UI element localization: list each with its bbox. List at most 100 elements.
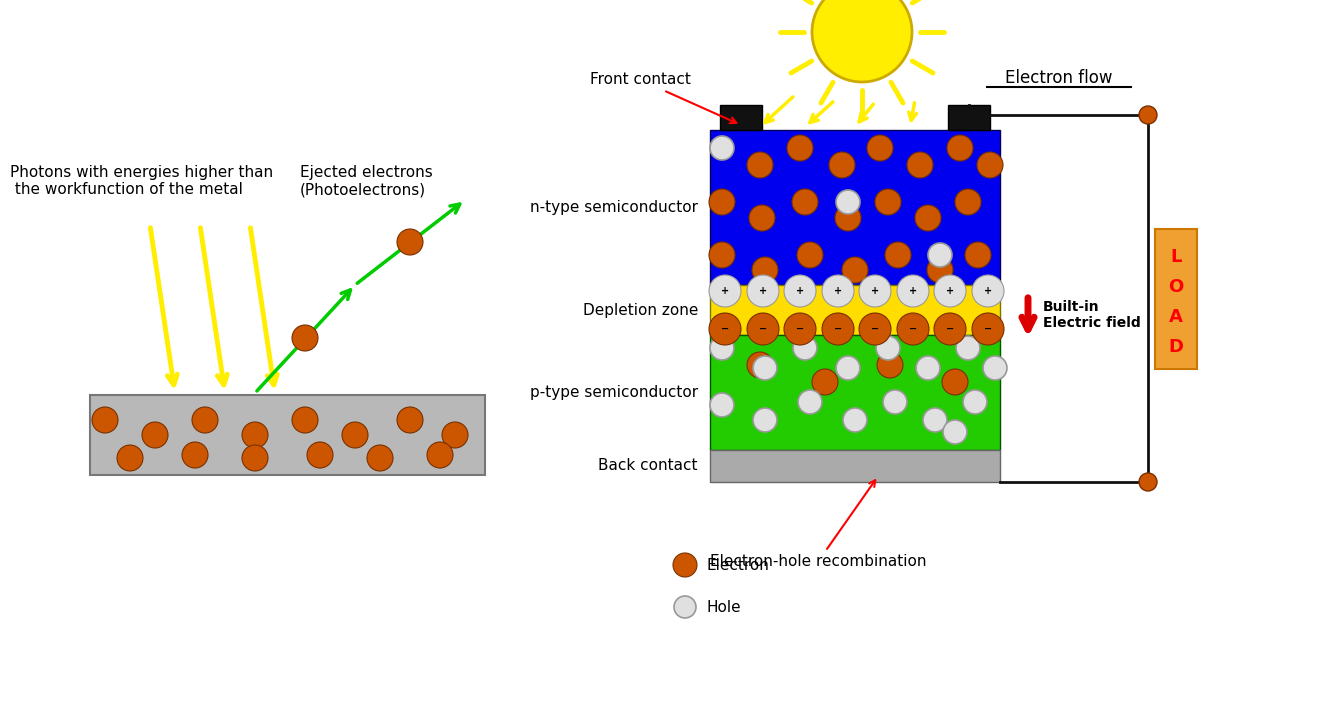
Text: n-type semiconductor: n-type semiconductor [529, 200, 698, 215]
Circle shape [965, 242, 990, 268]
Circle shape [710, 393, 734, 417]
Circle shape [192, 407, 219, 433]
Circle shape [292, 325, 317, 351]
Circle shape [798, 390, 822, 414]
Text: +: + [946, 286, 954, 296]
Circle shape [874, 189, 901, 215]
Circle shape [747, 352, 773, 378]
Circle shape [753, 408, 777, 432]
Circle shape [443, 422, 468, 448]
Bar [90, 395, 485, 475]
Circle shape [793, 336, 817, 360]
Text: Electron: Electron [707, 557, 770, 572]
Circle shape [709, 313, 741, 345]
Circle shape [877, 352, 903, 378]
Text: Electron flow: Electron flow [1005, 69, 1113, 87]
Circle shape [242, 445, 267, 471]
Circle shape [747, 275, 778, 307]
Circle shape [747, 313, 778, 345]
Circle shape [934, 275, 965, 307]
Circle shape [427, 442, 453, 468]
Text: Hole: Hole [707, 600, 741, 614]
Text: −: − [759, 324, 766, 334]
Circle shape [307, 442, 333, 468]
Circle shape [822, 275, 853, 307]
Bar [720, 105, 763, 130]
Circle shape [1139, 473, 1158, 491]
Circle shape [842, 257, 868, 283]
Circle shape [117, 445, 144, 471]
Circle shape [709, 275, 741, 307]
Circle shape [710, 136, 734, 160]
Circle shape [753, 356, 777, 380]
Circle shape [915, 205, 942, 231]
Text: +: + [871, 286, 878, 296]
Text: −: − [946, 324, 954, 334]
Circle shape [813, 0, 911, 82]
Circle shape [1139, 106, 1158, 124]
Circle shape [709, 242, 735, 268]
Text: Electron-hole recombination: Electron-hole recombination [710, 480, 926, 569]
Text: −: − [909, 324, 917, 334]
Text: −: − [984, 324, 992, 334]
Text: A: A [1169, 307, 1183, 325]
Circle shape [934, 313, 965, 345]
Circle shape [367, 445, 392, 471]
Circle shape [788, 135, 813, 161]
Circle shape [813, 369, 838, 395]
Circle shape [897, 313, 928, 345]
Circle shape [942, 369, 968, 395]
Circle shape [784, 313, 817, 345]
Circle shape [882, 390, 907, 414]
Circle shape [843, 408, 867, 432]
Circle shape [943, 420, 967, 444]
Circle shape [396, 229, 423, 255]
Circle shape [835, 205, 861, 231]
Text: L: L [1171, 248, 1181, 266]
Circle shape [859, 275, 892, 307]
Circle shape [907, 152, 932, 178]
Bar [710, 130, 1000, 285]
Text: Ejected electrons
(Photoelectrons): Ejected electrons (Photoelectrons) [300, 165, 433, 197]
Circle shape [982, 356, 1008, 380]
Circle shape [752, 257, 778, 283]
Circle shape [797, 242, 823, 268]
Circle shape [928, 243, 952, 267]
Text: +: + [795, 286, 805, 296]
Circle shape [963, 390, 986, 414]
Circle shape [242, 422, 267, 448]
Text: −: − [795, 324, 805, 334]
Circle shape [709, 189, 735, 215]
Bar [1155, 228, 1197, 369]
Circle shape [956, 336, 980, 360]
Circle shape [947, 135, 973, 161]
Circle shape [955, 189, 981, 215]
Circle shape [977, 152, 1004, 178]
Circle shape [836, 190, 860, 214]
Text: +: + [759, 286, 766, 296]
Text: −: − [871, 324, 878, 334]
Circle shape [142, 422, 169, 448]
Text: Depletion zone: Depletion zone [582, 302, 698, 318]
Circle shape [897, 275, 928, 307]
Bar [948, 105, 990, 130]
Circle shape [972, 275, 1004, 307]
Circle shape [182, 442, 208, 468]
Circle shape [972, 313, 1004, 345]
Circle shape [673, 553, 697, 577]
Text: +: + [909, 286, 917, 296]
Circle shape [749, 205, 774, 231]
Circle shape [828, 152, 855, 178]
Text: p-type semiconductor: p-type semiconductor [529, 385, 698, 400]
Circle shape [923, 408, 947, 432]
Text: +: + [720, 286, 730, 296]
Circle shape [92, 407, 119, 433]
Text: O: O [1168, 277, 1184, 295]
Text: Front contact: Front contact [590, 73, 736, 123]
Circle shape [342, 422, 367, 448]
Circle shape [747, 152, 773, 178]
Circle shape [396, 407, 423, 433]
Circle shape [292, 407, 317, 433]
Circle shape [822, 313, 853, 345]
Text: −: − [720, 324, 730, 334]
